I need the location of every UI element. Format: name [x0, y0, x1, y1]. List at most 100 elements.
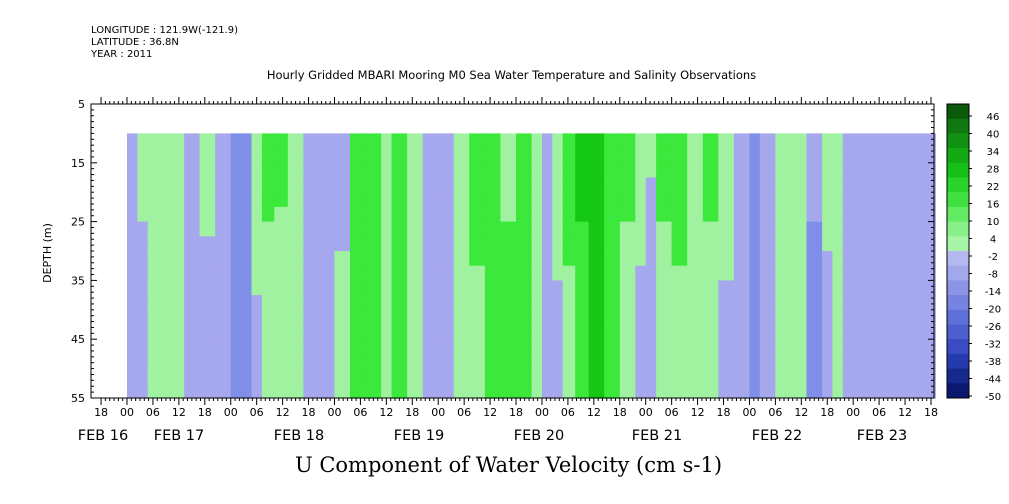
colorbar-label: 46 — [987, 112, 1000, 123]
heatmap-cell — [438, 339, 455, 355]
heatmap-cell — [303, 339, 320, 355]
heatmap-cell — [303, 265, 320, 281]
heatmap-cell — [702, 295, 719, 311]
heatmap-cell — [806, 368, 823, 384]
heatmap-cell — [604, 133, 621, 149]
heatmap-cell — [619, 236, 636, 252]
heatmap-cell — [184, 192, 201, 208]
heatmap-cell — [381, 148, 393, 164]
heatmap-cell — [422, 339, 439, 355]
heatmap-cell — [759, 236, 776, 252]
heatmap-cell — [562, 324, 576, 340]
heatmap-cell — [832, 177, 844, 193]
heatmap-cell — [718, 295, 735, 311]
heatmap-cell — [656, 251, 673, 267]
heatmap-cell — [500, 368, 517, 384]
heatmap-cell — [687, 148, 704, 164]
heatmap-cell — [438, 368, 455, 384]
heatmap-cell — [147, 177, 161, 193]
heatmap-cell — [718, 339, 735, 355]
heatmap-cell — [199, 353, 216, 370]
heatmap-cell — [160, 368, 175, 384]
heatmap-cell — [251, 177, 263, 193]
heatmap-cell — [251, 236, 263, 252]
x-hour-label: 18 — [820, 406, 834, 419]
heatmap-cell — [562, 162, 576, 179]
heatmap-cell — [656, 383, 673, 399]
heatmap-cell — [619, 265, 636, 281]
heatmap-cell — [127, 353, 138, 370]
heatmap-cell — [287, 192, 304, 208]
heatmap-cell — [147, 162, 161, 179]
heatmap-cell — [287, 177, 304, 193]
heatmap-cell — [318, 177, 336, 193]
heatmap-cell — [438, 309, 455, 326]
heatmap-cell — [656, 339, 673, 355]
heatmap-cell — [759, 148, 776, 164]
heatmap-cell — [562, 368, 576, 384]
colorbar-label: 4 — [990, 235, 996, 246]
heatmap-cell — [790, 192, 808, 208]
heatmap-cell — [604, 353, 621, 370]
x-hour-label: 18 — [302, 406, 316, 419]
heatmap-cell — [318, 339, 336, 355]
heatmap-cell — [422, 148, 439, 164]
heatmap-cell — [287, 324, 304, 340]
heatmap-cell — [160, 133, 175, 149]
heatmap-cell — [822, 206, 834, 223]
heatmap-cell — [645, 162, 657, 179]
heatmap-cell — [822, 353, 834, 370]
heatmap-cell — [137, 280, 149, 296]
heatmap-cell — [542, 148, 553, 164]
heatmap-cell — [671, 206, 688, 223]
colorbar-label: -26 — [985, 322, 1001, 333]
heatmap-cell — [552, 265, 564, 281]
heatmap-cell — [422, 251, 439, 267]
heatmap-cell — [334, 236, 351, 252]
heatmap-cell — [733, 148, 751, 164]
heatmap-cell — [438, 383, 455, 399]
heatmap-cell — [671, 221, 688, 237]
heatmap-cell — [173, 177, 185, 193]
x-hour-label: 06 — [768, 406, 782, 419]
heatmap-cell — [702, 309, 719, 326]
heatmap-cell — [484, 368, 502, 384]
heatmap-cell — [531, 177, 543, 193]
heatmap-cell — [318, 251, 336, 267]
heatmap-cell — [687, 353, 704, 370]
heatmap-cell — [303, 324, 320, 340]
heatmap-cell — [173, 236, 185, 252]
heatmap-cell — [184, 368, 201, 384]
heatmap-cell — [516, 148, 533, 164]
heatmap-cell — [516, 383, 533, 399]
heatmap-cell — [671, 339, 688, 355]
heatmap-cell — [635, 265, 647, 281]
heatmap-cell — [184, 148, 201, 164]
heatmap-cell — [671, 383, 688, 399]
heatmap-cell — [274, 192, 289, 208]
heatmap-cell — [381, 324, 393, 340]
heatmap-cell — [350, 236, 367, 252]
heatmap-cell — [391, 221, 408, 237]
heatmap-cell — [588, 324, 605, 340]
heatmap-cell — [671, 162, 688, 179]
heatmap-cell — [173, 133, 185, 149]
heatmap-cell — [241, 206, 253, 223]
heatmap-cell — [575, 280, 590, 296]
heatmap-cell — [215, 339, 232, 355]
heatmap-cell — [391, 148, 408, 164]
heatmap-cell — [251, 133, 263, 149]
heatmap-cell — [199, 368, 216, 384]
heatmap-cell — [160, 324, 175, 340]
heatmap-cell — [469, 206, 486, 223]
heatmap-cell — [199, 133, 216, 149]
heatmap-cell — [173, 368, 185, 384]
heatmap-cell — [575, 368, 590, 384]
heatmap-cell — [160, 162, 175, 179]
heatmap-cell — [562, 339, 576, 355]
heatmap-cell — [749, 265, 761, 281]
heatmap-cell — [199, 236, 216, 252]
heatmap-cell — [822, 368, 834, 384]
heatmap-cell — [542, 309, 553, 326]
heatmap-cell — [147, 309, 161, 326]
